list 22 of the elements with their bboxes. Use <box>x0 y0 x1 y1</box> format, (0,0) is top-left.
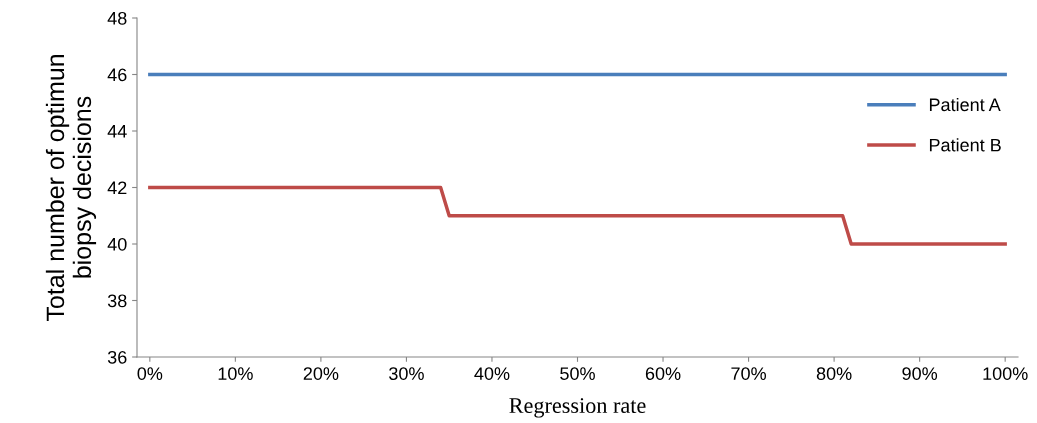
x-tick-label: 60% <box>645 367 681 380</box>
y-tick-label: 48 <box>107 11 127 25</box>
x-tick-label: 40% <box>474 367 510 380</box>
x-tick-label: 100% <box>983 367 1028 380</box>
y-tick-label: 40 <box>107 237 127 251</box>
y-axis-title: Total number of optimun biopsy decisions <box>45 55 97 322</box>
y-tick-label: 36 <box>107 350 127 364</box>
y-tick-label: 44 <box>107 125 127 138</box>
x-tick-label: 10% <box>218 367 253 380</box>
legend-label: Patient A <box>929 97 1001 112</box>
y-tick-label: 42 <box>107 181 127 195</box>
x-tick-label: 30% <box>389 367 424 380</box>
x-tick-label: 80% <box>816 367 852 380</box>
legend-label: Patient B <box>929 138 1001 152</box>
y-tick-label: 46 <box>107 68 127 82</box>
x-tick-label: 70% <box>731 367 766 380</box>
x-tick-label: 20% <box>303 367 339 380</box>
x-tick-label: 50% <box>560 367 595 380</box>
x-tick-label: 0% <box>137 367 163 380</box>
x-axis-title: Regression rate <box>509 398 646 418</box>
x-tick-label: 90% <box>902 367 938 380</box>
y-tick-label: 38 <box>107 294 127 308</box>
